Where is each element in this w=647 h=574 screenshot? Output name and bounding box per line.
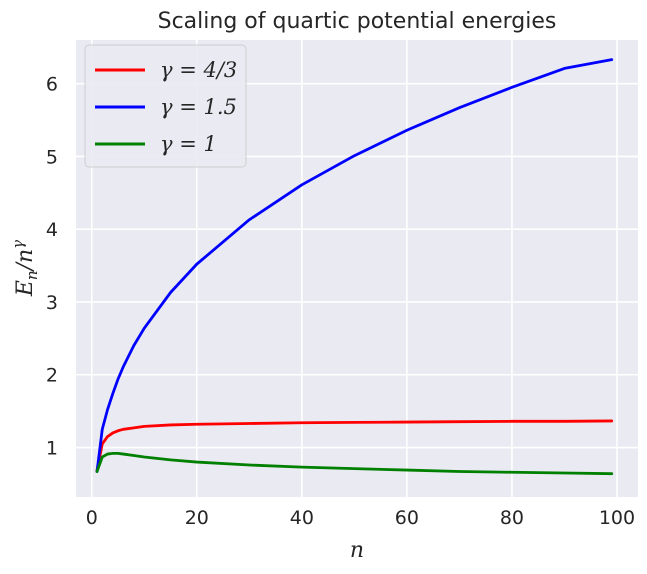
legend-box: [84, 44, 247, 168]
y-tick-label: 5: [46, 146, 58, 168]
x-tick-label: 60: [395, 507, 419, 529]
y-tick-labels: 1 2 3 4 5 6: [46, 74, 58, 460]
x-tick-label: 40: [290, 507, 314, 529]
x-tick-label: 80: [500, 507, 524, 529]
y-tick-label: 3: [46, 292, 58, 314]
x-axis-label: n: [350, 538, 364, 563]
legend: γ = 4/3 γ = 1.5 γ = 1: [84, 44, 247, 168]
y-tick-label: 1: [46, 438, 58, 460]
legend-label-0: γ = 4/3: [160, 58, 237, 82]
x-tick-label: 20: [185, 507, 209, 529]
series-line-2: [95, 451, 614, 476]
y-tick-label: 6: [46, 74, 58, 96]
y-tick-label: 4: [46, 219, 58, 241]
series-line-0: [95, 419, 614, 473]
grid-lines: [76, 40, 638, 497]
series-line-1: [95, 58, 614, 473]
y-axis-label: En/nγ: [9, 240, 41, 297]
chart-title: Scaling of quartic potential energies: [158, 9, 557, 34]
x-tick-label: 100: [599, 507, 635, 529]
x-tick-labels: 0 20 40 60 80 100: [86, 507, 635, 529]
legend-label-1: γ = 1.5: [160, 95, 237, 119]
x-tick-label: 0: [86, 507, 98, 529]
legend-label-2: γ = 1: [160, 132, 217, 156]
series-layer: [95, 58, 614, 476]
y-tick-label: 2: [46, 365, 58, 387]
